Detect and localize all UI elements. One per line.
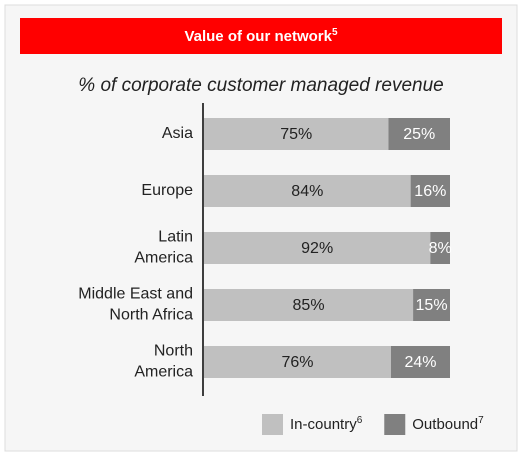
category-label: Europe	[141, 182, 193, 199]
bar-segment	[204, 346, 391, 378]
legend-label: Outbound7	[412, 415, 484, 433]
value-label: 15%	[416, 297, 448, 314]
value-label: 85%	[293, 297, 325, 314]
bar-segment	[204, 118, 389, 150]
panel	[4, 4, 518, 452]
chart-title: Value of our network5	[184, 27, 338, 45]
bar-segment	[410, 175, 450, 207]
bar-segment	[413, 289, 450, 321]
legend-name: In-country	[290, 416, 357, 433]
legend-swatch	[262, 414, 283, 435]
value-label: 25%	[403, 126, 435, 143]
value-label: 84%	[291, 183, 323, 200]
category-label: America	[134, 364, 193, 381]
legend-name: Outbound	[412, 416, 478, 433]
value-label: 75%	[280, 126, 312, 143]
category-label: North	[154, 343, 193, 360]
bar-segment	[388, 118, 450, 150]
bar-segment	[430, 232, 450, 264]
legend-sup: 7	[478, 415, 484, 426]
value-label: 16%	[414, 183, 446, 200]
value-label: 24%	[404, 354, 436, 371]
category-label: Asia	[162, 125, 193, 142]
legend-label: In-country6	[290, 415, 363, 433]
bar-segment	[204, 175, 411, 207]
category-label: North Africa	[109, 307, 193, 324]
category-label: Latin	[158, 229, 193, 246]
value-label: 92%	[301, 240, 333, 257]
value-label: 76%	[281, 354, 313, 371]
category-label: America	[134, 250, 193, 267]
legend-swatch	[384, 414, 406, 435]
bar-segment	[390, 346, 450, 378]
subtitle: % of corporate customer managed revenue	[78, 75, 443, 96]
value-label: 8%	[429, 240, 452, 257]
category-label: Middle East and	[78, 286, 193, 303]
header-bar	[20, 18, 502, 54]
legend-sup: 6	[357, 415, 363, 426]
bar-segment	[204, 232, 431, 264]
bar-segment	[204, 289, 414, 321]
